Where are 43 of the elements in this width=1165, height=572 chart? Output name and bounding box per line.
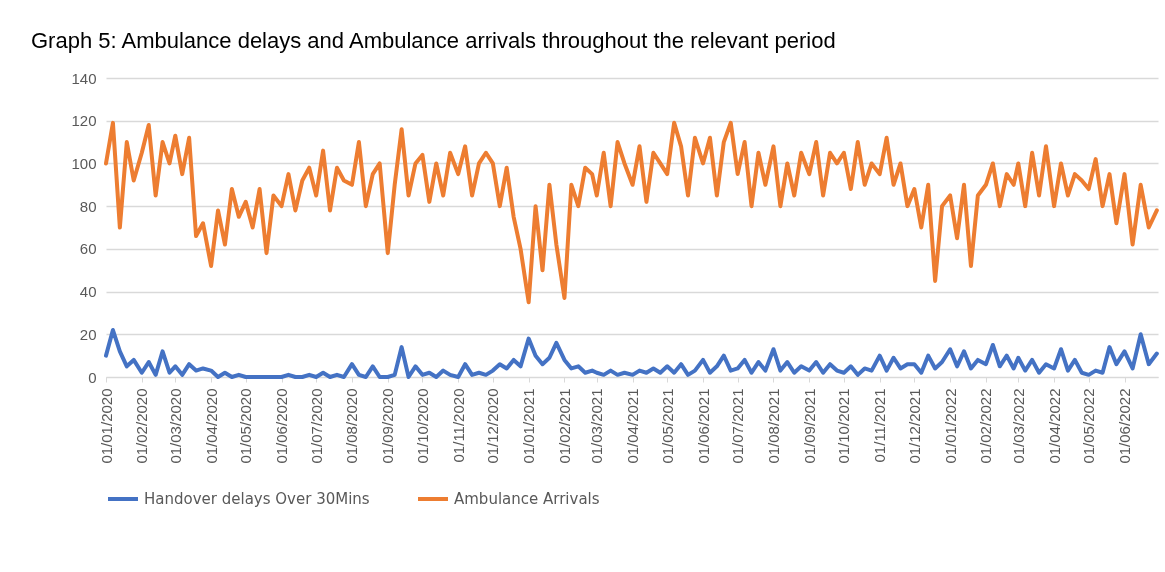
x-tick-label: 01/10/2021 bbox=[835, 388, 853, 464]
x-tick-label: 01/02/2022 bbox=[977, 388, 995, 464]
x-tick-label: 01/02/2020 bbox=[133, 388, 151, 464]
x-tick-label: 01/01/2021 bbox=[520, 388, 538, 464]
x-tick-label: 01/05/2022 bbox=[1080, 388, 1098, 464]
x-tick-label: 01/09/2021 bbox=[800, 388, 818, 464]
y-tick-label: 40 bbox=[79, 283, 97, 301]
x-tick-label: 01/05/2020 bbox=[237, 388, 255, 464]
x-tick-label: 01/05/2021 bbox=[658, 388, 676, 464]
x-tick-label: 01/04/2022 bbox=[1045, 388, 1063, 464]
x-tick-label: 01/08/2021 bbox=[764, 388, 782, 464]
line-series bbox=[104, 120, 1159, 305]
x-tick-label: 01/03/2020 bbox=[166, 388, 184, 464]
x-tick-label: 01/03/2022 bbox=[1009, 388, 1027, 464]
y-tick-label: 80 bbox=[79, 197, 97, 215]
y-tick-label: 60 bbox=[79, 240, 97, 258]
x-tick-label: 01/11/2021 bbox=[871, 388, 889, 463]
y-tick-label: 20 bbox=[79, 325, 97, 343]
y-tick-label: 0 bbox=[88, 368, 97, 386]
y-tick-label: 100 bbox=[71, 154, 97, 172]
x-tick-label: 01/01/2022 bbox=[941, 388, 959, 464]
x-tick-label: 01/07/2020 bbox=[307, 388, 325, 464]
x-tick-label: 01/12/2021 bbox=[905, 388, 923, 464]
x-tick-label: 01/02/2021 bbox=[555, 388, 573, 464]
x-tick-label: 01/06/2020 bbox=[273, 388, 291, 464]
x-tick-label: 01/06/2022 bbox=[1116, 388, 1134, 464]
x-tick-label: 01/01/2020 bbox=[97, 388, 115, 464]
x-tick-label: 01/09/2020 bbox=[379, 388, 397, 464]
x-tick-label: 01/04/2021 bbox=[624, 388, 642, 464]
x-tick-label: 01/07/2021 bbox=[729, 388, 747, 464]
x-tick-label: 01/04/2020 bbox=[202, 388, 220, 464]
y-tick-label: 140 bbox=[71, 69, 97, 87]
legend-label: Ambulance Arrivals bbox=[454, 490, 600, 508]
legend-label: Handover delays Over 30Mins bbox=[144, 490, 370, 508]
x-tick-label: 01/10/2020 bbox=[413, 388, 431, 464]
x-tick-label: 01/06/2021 bbox=[694, 388, 712, 464]
chart-title: Graph 5: Ambulance delays and Ambulance arrivals throughout the relevant period bbox=[30, 28, 836, 53]
x-tick-label: 01/12/2020 bbox=[484, 388, 502, 464]
x-tick-label: 01/03/2021 bbox=[588, 388, 606, 464]
x-tick-label: 01/11/2020 bbox=[449, 388, 467, 463]
line-series bbox=[104, 328, 1159, 379]
x-tick-label: 01/08/2020 bbox=[343, 388, 361, 464]
y-tick-label: 120 bbox=[71, 112, 97, 130]
